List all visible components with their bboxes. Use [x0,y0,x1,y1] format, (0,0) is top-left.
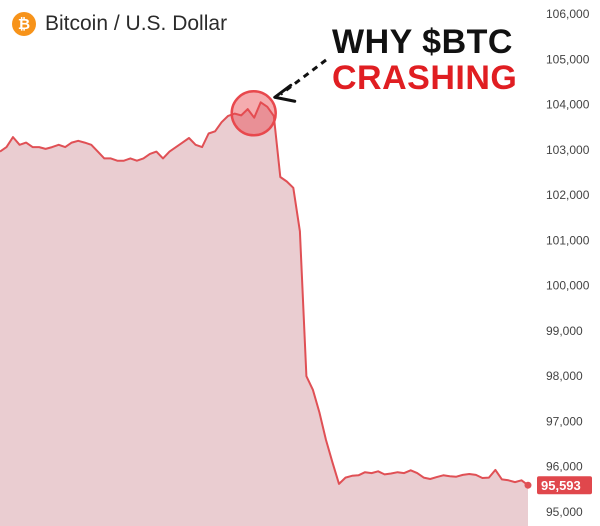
price-tick-label: 102,000 [546,188,590,202]
price-tick-label: 101,000 [546,233,590,247]
price-area-fill [0,102,528,526]
annotation-arrow-head [273,83,297,103]
price-tick-label: 104,000 [546,98,590,112]
headline-line-1: WHY $BTC [332,23,513,61]
price-tick-label: 96,000 [546,460,583,474]
last-price-label: 95,593 [541,478,581,493]
bitcoin-icon: ₿ [12,12,36,36]
price-tick-label: 100,000 [546,279,590,293]
chart-header: ₿ Bitcoin / U.S. Dollar [12,12,227,36]
plot-area [0,58,532,526]
price-tick-label: 106,000 [546,7,590,21]
headline-annotation: WHY $BTC CRASHING [332,24,517,96]
peak-highlight-circle [230,90,277,137]
pair-title: Bitcoin / U.S. Dollar [45,12,228,35]
price-tick-label: 95,000 [546,505,583,519]
last-price-badge [537,476,592,495]
price-line [0,101,529,486]
price-tick-label: 97,000 [546,415,583,429]
price-tick-label: 103,000 [546,143,590,157]
price-tick-label: 98,000 [546,369,583,383]
price-tick-label: 105,000 [546,52,590,66]
last-price-dot [524,481,532,489]
price-tick-label: 99,000 [546,324,583,338]
headline-line-2: CRASHING [332,59,518,97]
price-axis: 106,000 105,000 104,000 103,000 102,000 101,0… [537,7,592,519]
